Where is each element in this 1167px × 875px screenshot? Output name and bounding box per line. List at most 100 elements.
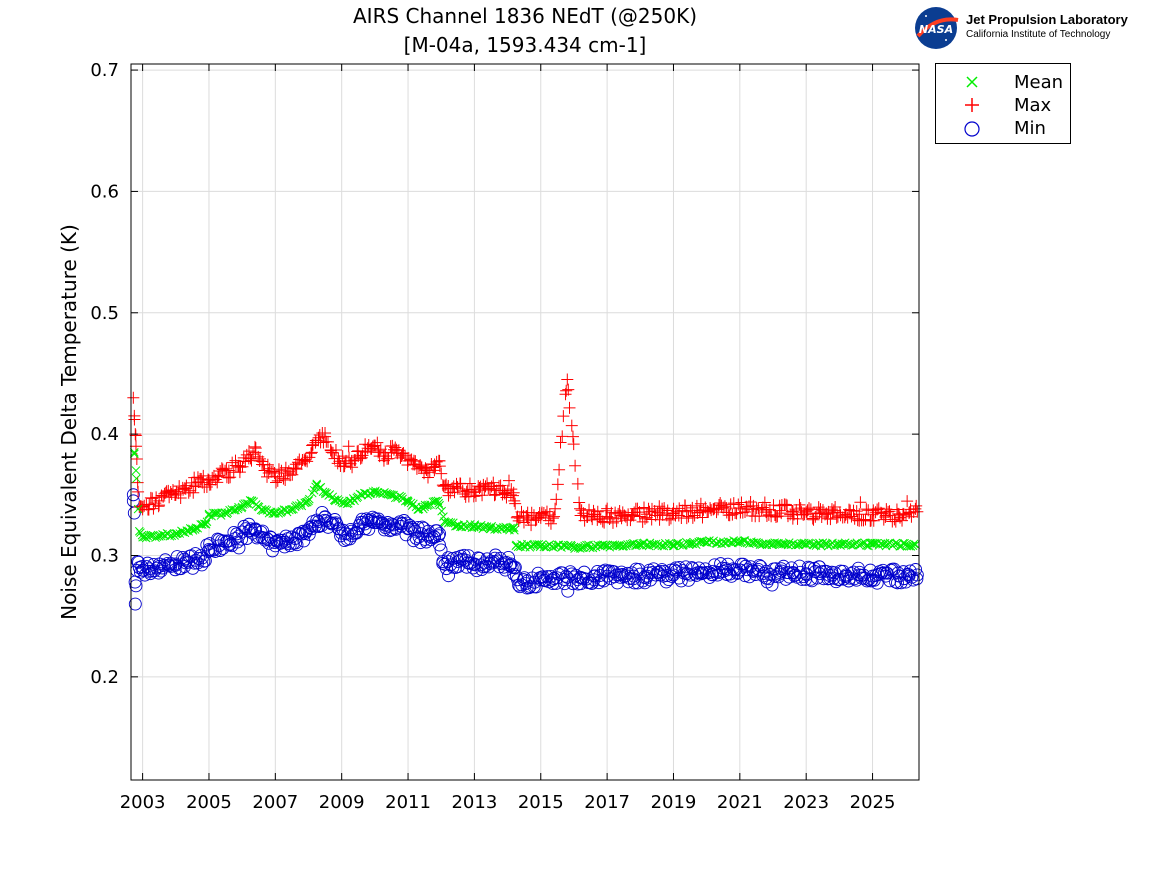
- mean-point: [490, 525, 499, 534]
- max-point: [714, 497, 727, 510]
- min-point: [126, 488, 140, 502]
- mean-point: [908, 541, 918, 551]
- min-point: [453, 553, 467, 567]
- x-tick-label: 2017: [584, 792, 630, 813]
- max-point: [266, 465, 279, 478]
- mean-point: [904, 541, 914, 551]
- max-point: [494, 479, 507, 492]
- max-point: [562, 383, 575, 396]
- max-point: [289, 458, 302, 471]
- max-point: [779, 498, 792, 511]
- mean-point: [699, 537, 709, 547]
- max-point: [326, 446, 339, 459]
- min-point: [549, 576, 563, 590]
- min-point: [297, 534, 311, 548]
- min-point: [382, 519, 396, 533]
- mean-point: [534, 540, 544, 549]
- max-point: [795, 506, 808, 519]
- min-point: [889, 575, 903, 589]
- max-point: [610, 515, 623, 528]
- max-point: [718, 500, 731, 513]
- max-point: [336, 450, 349, 463]
- max-point: [833, 506, 846, 519]
- max-point: [648, 504, 661, 517]
- max-point: [204, 478, 217, 491]
- max-point: [127, 391, 140, 404]
- max-point: [653, 500, 666, 513]
- mean-point: [428, 497, 438, 507]
- mean-point: [909, 539, 919, 549]
- max-point: [537, 507, 550, 520]
- mean-point: [749, 538, 759, 548]
- mean-point: [770, 538, 779, 548]
- max-point: [741, 503, 754, 516]
- min-point: [561, 584, 575, 598]
- max-point: [905, 510, 918, 523]
- max-point: [488, 489, 501, 502]
- mean-point: [891, 538, 900, 548]
- min-point: [302, 527, 316, 541]
- max-point: [901, 495, 914, 508]
- mean-point: [193, 523, 203, 533]
- max-point: [848, 512, 861, 525]
- max-point: [752, 502, 765, 515]
- mean-point: [197, 520, 207, 529]
- legend: Mean Max Min: [935, 63, 1071, 144]
- mean-point: [618, 542, 627, 551]
- jpl-name: Jet Propulsion Laboratory: [966, 12, 1129, 27]
- min-point: [725, 569, 738, 583]
- y-tick-label: 0.5: [90, 303, 119, 324]
- mean-point: [684, 540, 694, 550]
- min-point: [502, 551, 515, 564]
- min-point: [249, 523, 262, 537]
- mean-point: [672, 539, 681, 548]
- max-point: [571, 477, 584, 490]
- x-tick-label: 2015: [518, 792, 564, 813]
- max-point: [502, 474, 515, 487]
- min-point: [503, 559, 517, 573]
- max-point: [463, 477, 476, 490]
- y-tick-label: 0.6: [90, 181, 119, 202]
- max-point: [500, 491, 513, 504]
- mean-point: [549, 542, 558, 552]
- max-point: [435, 467, 448, 480]
- max-point: [827, 504, 840, 517]
- max-point: [356, 449, 369, 462]
- max-point: [469, 489, 482, 502]
- max-point: [554, 436, 567, 449]
- max-point: [402, 452, 415, 465]
- mean-point: [510, 525, 519, 535]
- max-point: [854, 496, 867, 509]
- mean-point: [434, 498, 444, 508]
- max-point: [583, 503, 596, 516]
- min-point: [293, 526, 307, 540]
- mean-point: [258, 506, 268, 516]
- min-point: [659, 575, 673, 589]
- max-point: [229, 459, 242, 472]
- max-point: [663, 513, 676, 526]
- mean-point: [240, 499, 250, 508]
- max-point: [129, 429, 142, 442]
- max-point: [192, 476, 205, 489]
- mean-point: [312, 479, 322, 489]
- max-point: [249, 440, 262, 453]
- max-point: [625, 509, 638, 522]
- min-point: [754, 560, 768, 574]
- max-point: [723, 509, 736, 522]
- mean-point: [509, 523, 519, 532]
- min-point: [905, 570, 919, 584]
- min-point: [558, 577, 572, 591]
- mean-point: [216, 511, 226, 520]
- max-point: [279, 461, 292, 474]
- mean-point: [791, 540, 801, 550]
- max-point: [377, 454, 390, 467]
- max-point: [824, 513, 837, 526]
- mean-point: [400, 496, 410, 506]
- max-point: [710, 506, 723, 519]
- max-point: [322, 435, 335, 448]
- mean-point: [911, 540, 921, 549]
- mean-point: [204, 511, 214, 520]
- max-point: [487, 476, 500, 489]
- max-point: [481, 477, 494, 490]
- max-point: [397, 446, 410, 459]
